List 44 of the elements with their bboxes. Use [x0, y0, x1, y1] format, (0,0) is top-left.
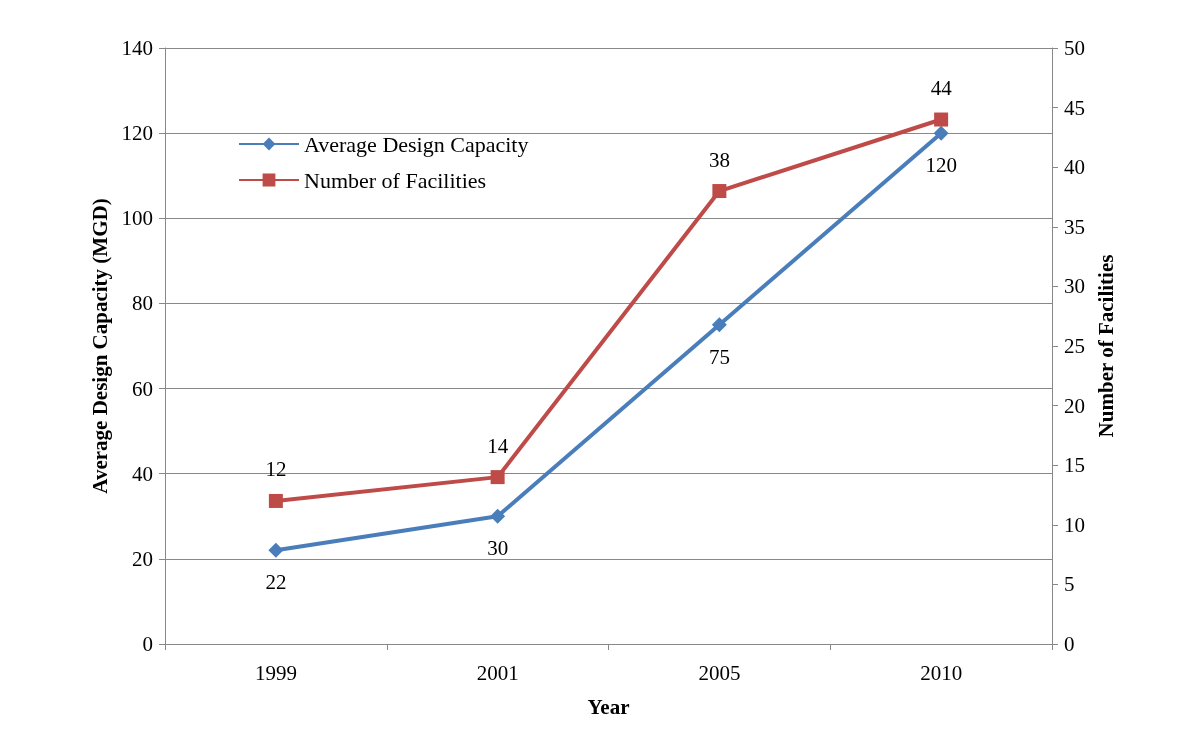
y2-tick-label: 15	[1064, 453, 1085, 478]
data-label: 14	[487, 433, 509, 458]
y2-tick-label: 0	[1064, 632, 1075, 656]
y2-tick-label: 25	[1064, 334, 1085, 358]
point	[490, 470, 505, 485]
y-tick-label: 20	[132, 546, 153, 571]
point	[268, 542, 284, 558]
data-label: 30	[487, 536, 509, 561]
y2-tick-label: 10	[1064, 512, 1085, 537]
y-axis-title: Average Design Capacity (MGD)	[88, 198, 113, 494]
y-tick-label: 100	[121, 206, 153, 231]
point	[490, 508, 506, 524]
x-tick-label: 2010	[920, 660, 963, 685]
point	[268, 493, 283, 508]
data-label: 44	[930, 76, 953, 101]
x-tick-label: 2005	[698, 660, 741, 685]
data-label: 22	[265, 570, 287, 595]
y-tick-label: 60	[132, 376, 153, 401]
legend-label: Number of Facilities	[304, 167, 487, 193]
y2-tick-label: 20	[1064, 393, 1085, 418]
data-label: 12	[265, 457, 287, 482]
y-tick-label: 120	[121, 121, 153, 146]
y2-tick-label: 30	[1064, 274, 1085, 299]
y2-tick-label: 50	[1064, 36, 1085, 60]
data-label: 75	[708, 344, 730, 369]
point	[933, 125, 949, 141]
y2-tick-label: 5	[1064, 572, 1075, 597]
y-tick-label: 40	[132, 461, 153, 486]
data-label: 120	[925, 153, 957, 178]
y-tick-label: 80	[132, 291, 153, 316]
y2-tick-label: 45	[1064, 95, 1085, 120]
point	[934, 112, 949, 127]
legend-label: Average Design Capacity	[304, 131, 529, 157]
point	[711, 317, 727, 333]
y2-tick-label: 40	[1064, 155, 1085, 180]
x-tick-label: 2001	[476, 660, 519, 685]
y-tick-label: 140	[121, 36, 153, 60]
x-tick-label: 1999	[254, 660, 297, 685]
y-tick-label: 0	[142, 632, 153, 656]
data-label: 38	[708, 147, 730, 172]
x-axis-title: Year	[587, 694, 630, 719]
y2-axis-title: Number of Facilities	[1094, 254, 1119, 438]
point	[712, 184, 727, 199]
y2-tick-label: 35	[1064, 214, 1085, 239]
